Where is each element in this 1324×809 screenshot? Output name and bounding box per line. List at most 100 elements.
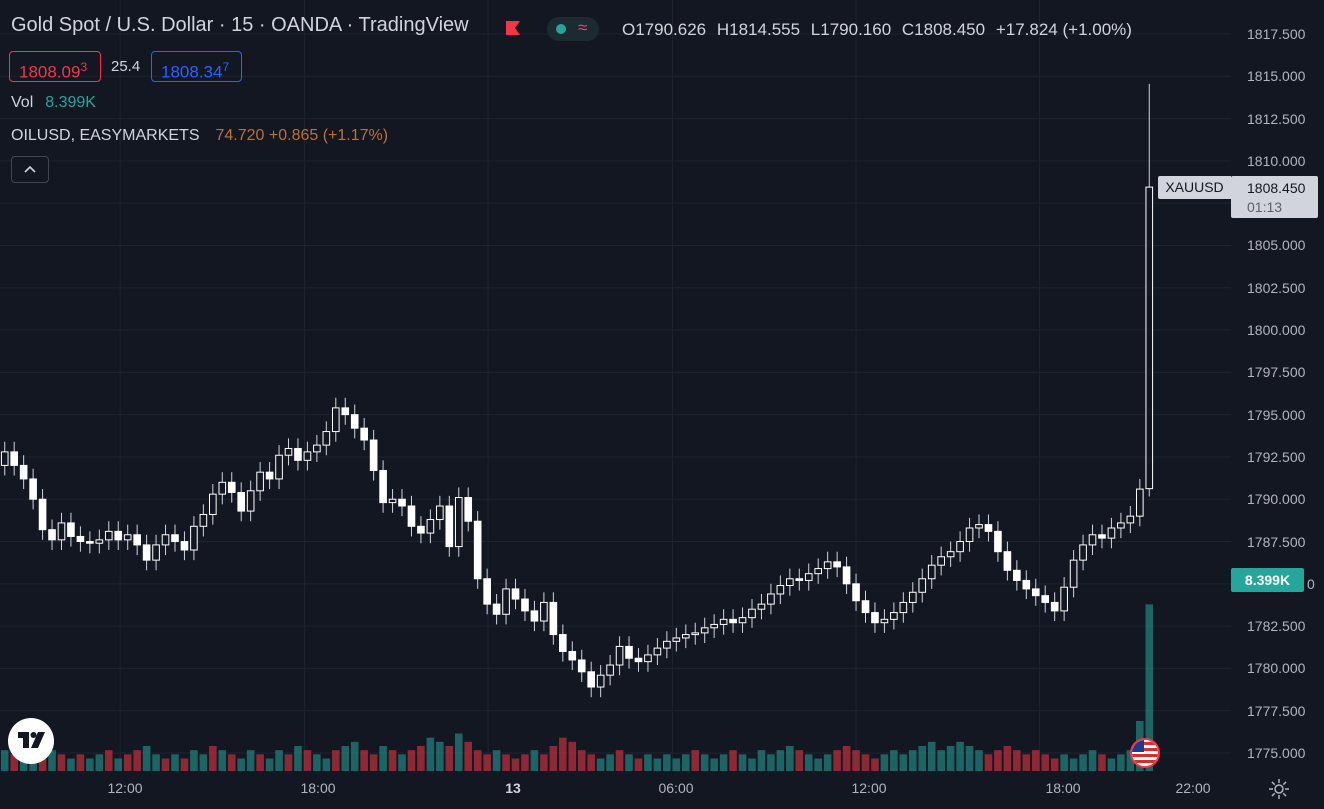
volume-bar [549, 746, 558, 771]
volume-bar [199, 754, 208, 771]
volume-bar [360, 750, 368, 771]
market-open-dot-icon [556, 24, 566, 34]
candle-up [152, 544, 160, 561]
volume-bar [795, 750, 804, 771]
candle-down [171, 534, 179, 543]
compare-symbol-legend[interactable]: OILUSD, EASYMARKETS 74.720 +0.865 (+1.17%… [11, 127, 388, 145]
volume-bar [776, 750, 785, 771]
price-tick-label: 1775.000 [1247, 745, 1306, 761]
volume-bar [1041, 754, 1050, 771]
volume-bar [0, 750, 9, 771]
volume-bar [842, 746, 851, 771]
candle-up [190, 525, 198, 551]
volume-bar [10, 754, 18, 771]
candle-up [1107, 527, 1116, 539]
ohlc-change: +17.824 (+1.00%) [995, 20, 1132, 39]
candle-up [1060, 586, 1068, 612]
volume-bar [568, 741, 577, 771]
volume-bar [473, 750, 482, 771]
tradingview-logo-icon[interactable] [8, 718, 54, 764]
candle-up [1079, 544, 1087, 561]
volume-bar [492, 750, 501, 771]
volume-bar [133, 750, 141, 771]
market-status-pill[interactable]: ≈ [547, 17, 599, 41]
candle-down [114, 530, 123, 541]
volume-bar [861, 754, 870, 771]
candle-up [246, 490, 255, 512]
volume-bar [398, 754, 406, 771]
candle-up [1136, 488, 1144, 517]
buy-button[interactable]: 1808.347 [151, 51, 242, 82]
candle-up [814, 568, 823, 575]
candle-down [1031, 588, 1040, 597]
volume-bar [710, 758, 718, 771]
volume-bar [417, 746, 425, 771]
volume-bar [256, 754, 264, 771]
last-price-value: 1808.450 [1247, 180, 1306, 196]
ohlc-close: C1808.450 [901, 20, 986, 39]
time-tick-label: 18:00 [300, 780, 336, 796]
price-tick-label-partial: 0 [1307, 575, 1315, 592]
volume-legend-label: Vol [11, 94, 34, 111]
volume-legend[interactable]: Vol 8.399K [11, 94, 96, 112]
volume-bar [152, 754, 160, 771]
gear-icon[interactable] [1268, 778, 1290, 800]
volume-bar [407, 750, 416, 771]
candle-up [719, 618, 728, 625]
volume-bar [833, 750, 841, 771]
candle-down [350, 414, 359, 429]
candle-up [890, 612, 898, 620]
volume-bar [691, 750, 700, 771]
candle-up [256, 471, 264, 492]
volume-bar [1098, 754, 1106, 771]
time-tick-label: 06:00 [658, 780, 694, 796]
collapse-legend-button[interactable] [11, 156, 49, 183]
price-axis[interactable]: 1817.500 1815.000 1812.500 1810.000 1805.000… [1231, 0, 1324, 771]
volume-bar [1069, 758, 1078, 771]
candle-up [1088, 534, 1097, 546]
sell-button[interactable]: 1808.093 [9, 51, 101, 82]
price-tick-label: 1787.500 [1247, 533, 1306, 550]
ohlc-high: H1814.555 [716, 20, 801, 39]
volume-bar [246, 750, 255, 771]
volume-bar [700, 754, 709, 771]
candle-up [757, 603, 766, 610]
volume-bar [1107, 758, 1116, 771]
volume-bar [644, 754, 652, 771]
candle-down [1013, 569, 1021, 581]
time-axis[interactable]: 12:00 18:00 13 06:00 12:00 18:00 [0, 771, 1231, 809]
volume-bar [237, 758, 245, 771]
volume-bar [1031, 750, 1040, 771]
price-tick-label: 1800.000 [1247, 322, 1306, 339]
candle-down [559, 634, 567, 652]
candle-up [880, 618, 889, 624]
flag-icon[interactable] [505, 20, 521, 36]
volume-legend-value: 8.399K [45, 94, 96, 111]
volume-bar [436, 741, 444, 771]
volume-bar [937, 750, 945, 771]
compare-symbol-values: 74.720 +0.865 (+1.17%) [215, 127, 389, 144]
candle-up [218, 481, 227, 495]
candle-down [549, 601, 558, 636]
compare-symbol-name: OILUSD, EASYMARKETS [11, 127, 200, 144]
price-tick-label: 1795.000 [1247, 406, 1306, 423]
volume-bar [426, 737, 435, 771]
volume-bar [634, 758, 643, 771]
ask-price-pip: 7 [222, 60, 230, 74]
chart-title[interactable]: Gold Spot / U.S. Dollar · 15 · OANDA · T… [11, 14, 469, 36]
volume-bar [502, 754, 510, 771]
price-tick-label: 1790.000 [1247, 491, 1306, 508]
volume-bar [663, 754, 671, 771]
candle-up [691, 632, 700, 636]
price-chart-plot[interactable] [0, 0, 1231, 771]
volume-bar [804, 754, 813, 771]
candle-up [606, 664, 614, 676]
volume-bar [284, 754, 293, 771]
candle-down [265, 471, 274, 480]
candle-up [1145, 186, 1154, 490]
candle-down [76, 535, 85, 543]
price-tick-label: 1805.000 [1247, 237, 1306, 254]
volume-bar [209, 746, 217, 771]
candle-up [209, 493, 217, 515]
us-flag-icon[interactable] [1130, 738, 1160, 768]
